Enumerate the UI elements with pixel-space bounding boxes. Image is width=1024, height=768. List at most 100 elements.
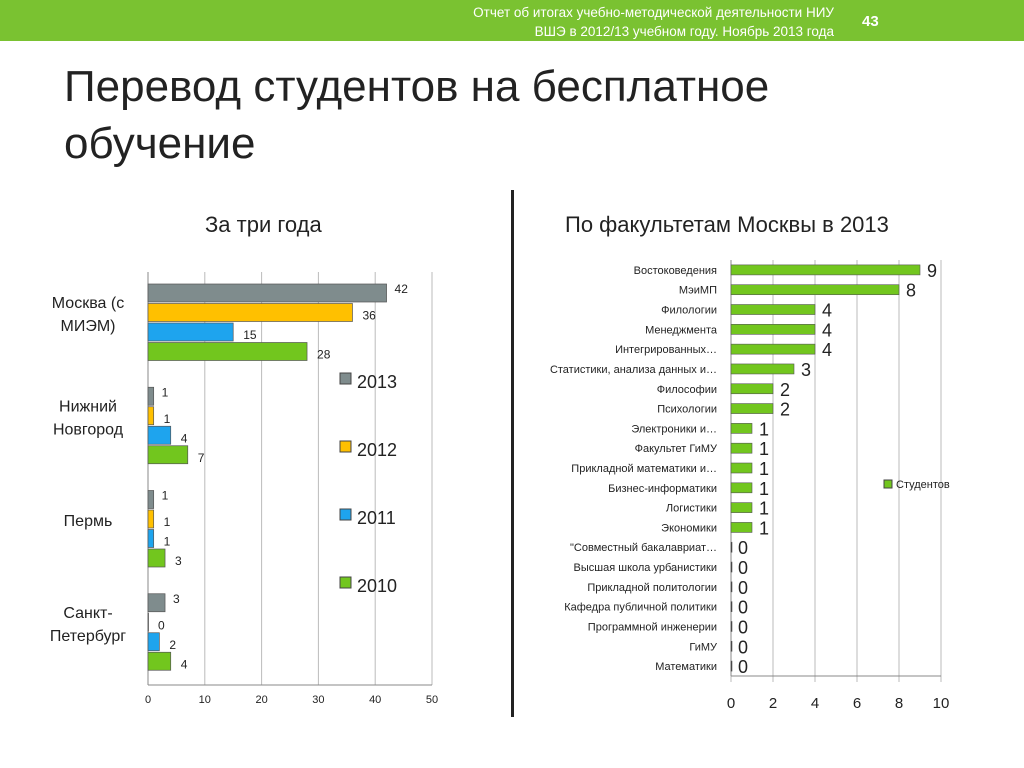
bar-2012 [147, 612, 149, 632]
data-label: 0 [738, 558, 748, 578]
data-label: 0 [158, 618, 165, 632]
x-tick-label: 10 [199, 694, 211, 706]
bar [730, 462, 753, 474]
data-label: 2 [780, 400, 790, 420]
category-label: Новгород [53, 421, 124, 438]
page-number: 43 [862, 13, 879, 30]
bar-2011 [147, 632, 160, 652]
category-label: Пермь [64, 513, 113, 530]
category-label: Программной инженерии [588, 621, 717, 633]
category-label: Философии [657, 384, 717, 396]
header-bar: Отчет об итогах учебно-методической деят… [0, 0, 1024, 41]
bar [730, 442, 753, 454]
bar [730, 640, 733, 652]
bar-2011 [147, 322, 234, 342]
x-tick-label: 0 [727, 695, 735, 712]
data-label: 1 [162, 489, 169, 503]
category-label: Психологии [657, 404, 717, 416]
bar [730, 264, 921, 276]
data-label: 0 [738, 598, 748, 618]
bar-2010 [147, 342, 308, 361]
category-label: Нижний [59, 398, 117, 415]
category-label: МэиМП [679, 285, 717, 297]
bar [730, 304, 816, 315]
category-label: Математики [655, 661, 717, 673]
x-tick-label: 6 [853, 695, 861, 712]
bar-2010 [147, 651, 172, 671]
header-line2: ВШЭ в 2012/13 учебном году. Ноябрь 2013 … [534, 24, 834, 39]
legend-label: 2012 [357, 440, 397, 460]
bar [730, 561, 733, 573]
bar-2011 [147, 529, 155, 548]
data-label: 4 [181, 431, 188, 445]
x-tick-label: 20 [255, 694, 267, 706]
bar [730, 502, 753, 513]
data-label: 1 [759, 439, 769, 459]
bar-2010 [147, 445, 189, 465]
x-tick-label: 30 [312, 694, 324, 706]
data-label: 1 [759, 499, 769, 519]
data-label: 1 [164, 412, 171, 426]
data-label: 28 [317, 348, 331, 362]
bar [730, 383, 774, 395]
category-label: ГиМУ [689, 641, 718, 653]
data-label: 0 [738, 578, 748, 598]
data-label: 3 [173, 592, 180, 606]
bar [730, 324, 816, 335]
category-label: Бизнес-информатики [608, 483, 717, 495]
data-label: 3 [801, 360, 811, 380]
x-tick-label: 2 [769, 695, 777, 712]
legend-swatch [339, 372, 352, 385]
bar [730, 522, 753, 533]
data-label: 15 [243, 328, 257, 342]
data-label: 1 [759, 459, 769, 479]
chart2-title: По факультетам Москвы в 2013 [565, 212, 889, 237]
header-text: Отчет об итогах учебно-методической деят… [473, 3, 834, 41]
category-label: МИЭМ) [61, 318, 116, 335]
category-label: Востоковедения [634, 265, 717, 277]
x-tick-label: 8 [895, 695, 903, 712]
bar-2013 [147, 386, 155, 406]
data-label: 4 [822, 320, 832, 340]
bar [730, 660, 733, 672]
data-label: 0 [738, 538, 748, 558]
bar-2013 [147, 593, 166, 613]
data-label: 0 [738, 617, 748, 637]
bar [730, 482, 753, 494]
header-line1: Отчет об итогах учебно-методической деят… [473, 5, 834, 20]
category-label: Статистики, анализа данных и… [550, 364, 717, 376]
x-tick-label: 10 [933, 695, 950, 712]
bar-2010 [147, 548, 166, 568]
data-label: 2 [169, 638, 176, 652]
chart1-title: За три года [205, 212, 322, 237]
bar-2012 [147, 509, 155, 529]
category-label: Электроники и… [631, 423, 717, 435]
data-label: 2 [780, 380, 790, 400]
legend-label: Студентов [896, 479, 950, 491]
data-label: 0 [738, 637, 748, 657]
data-label: 8 [906, 281, 916, 301]
bar [730, 284, 900, 296]
x-tick-label: 0 [145, 694, 151, 706]
x-tick-label: 50 [426, 694, 438, 706]
data-label: 36 [362, 309, 376, 323]
data-label: 1 [164, 515, 171, 529]
data-label: 1 [162, 385, 169, 399]
category-label: Высшая школа урбанистики [574, 562, 717, 574]
bar [730, 403, 774, 414]
slide-title: Перевод студентов на бесплатное обучение [64, 62, 770, 168]
data-label: 0 [738, 657, 748, 677]
category-label: "Совместный бакалавриат… [570, 542, 717, 554]
data-label: 4 [181, 657, 188, 671]
category-label: Санкт- [63, 605, 112, 622]
bar [730, 343, 816, 355]
data-label: 4 [822, 301, 832, 321]
bar [730, 363, 795, 375]
legend-swatch [339, 576, 352, 589]
category-label: Прикладной математики и… [571, 463, 717, 475]
data-label: 7 [198, 451, 205, 465]
legend-label: 2013 [357, 372, 397, 392]
x-tick-label: 40 [369, 694, 381, 706]
bar [730, 581, 733, 593]
